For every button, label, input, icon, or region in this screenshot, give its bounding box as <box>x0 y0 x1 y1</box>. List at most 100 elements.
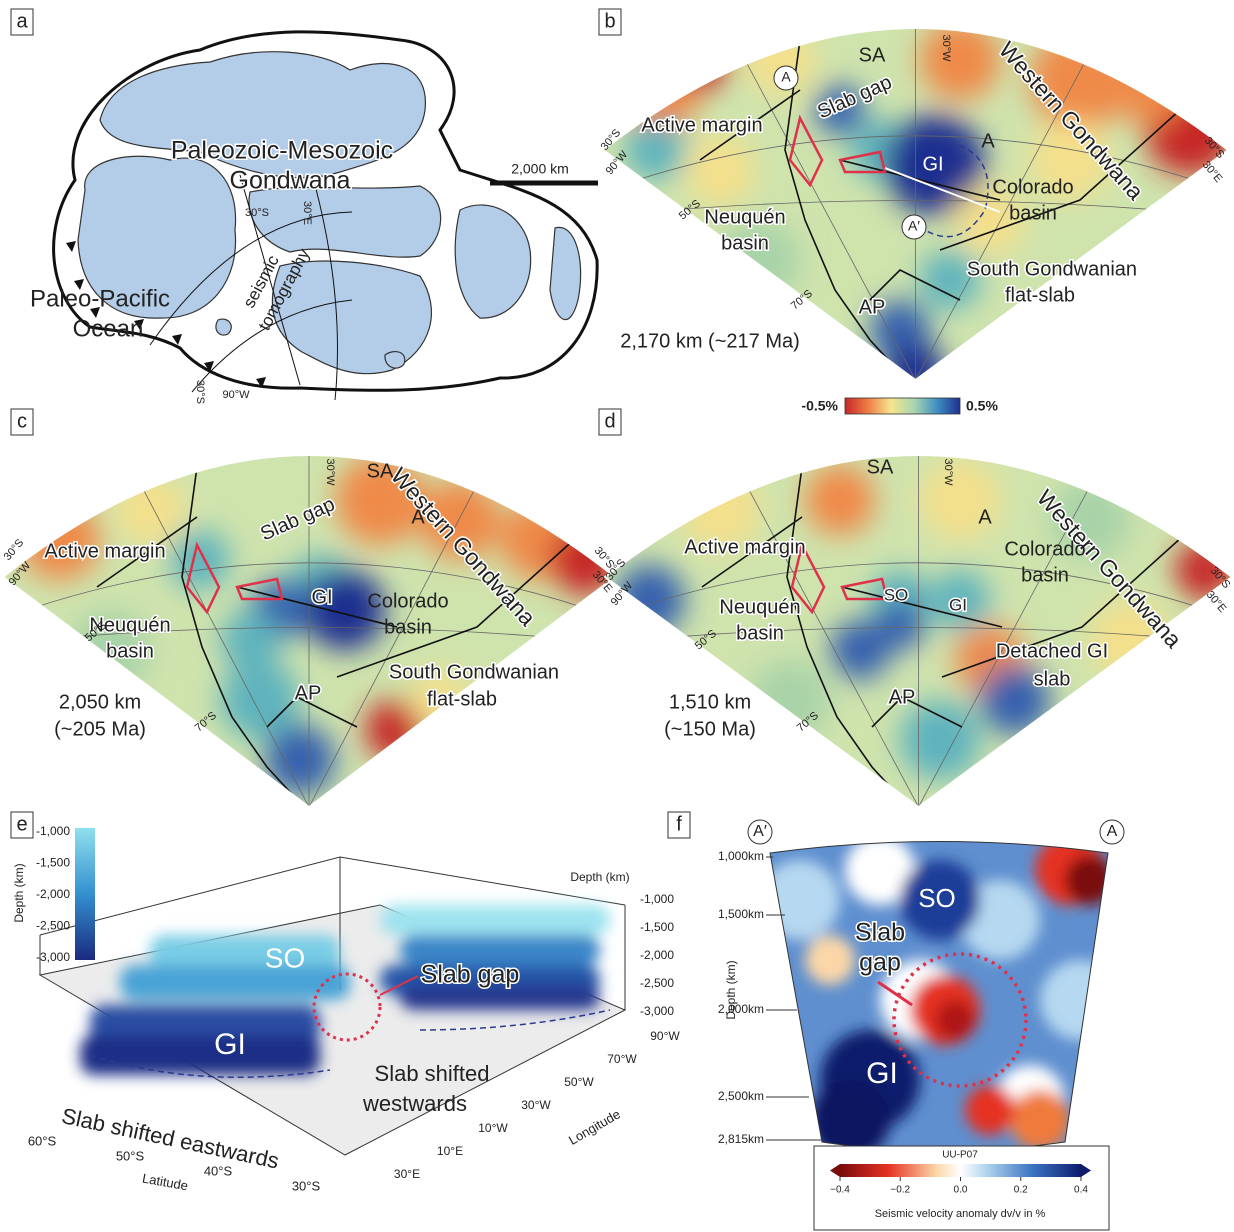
axis-tick: 50°W <box>564 1075 594 1089</box>
region-label: South Gondwanian <box>389 661 559 683</box>
colorbar-tick: 0.2 <box>1014 1185 1028 1196</box>
anomaly-blob <box>670 30 730 90</box>
section-end: A′ <box>753 823 767 840</box>
grid-label: 30°W <box>940 34 952 62</box>
region-label: SO <box>918 883 956 913</box>
anomaly-blob <box>265 725 335 795</box>
region-label: Active margin <box>641 114 762 136</box>
axis-tick: -1,000 <box>640 892 674 906</box>
slab-block <box>80 1035 320 1075</box>
annotation: Slab shifted <box>375 1061 490 1086</box>
slab-block <box>400 985 600 1010</box>
region-label: AP <box>295 682 322 704</box>
region-label: GI <box>311 586 332 608</box>
scale-label: 2,000 km <box>511 161 569 177</box>
panel-label: c <box>17 410 27 432</box>
anomaly-blob <box>805 465 875 535</box>
colorbar-tick: 0.4 <box>1074 1185 1088 1196</box>
panel-label: a <box>16 10 28 32</box>
anomaly-blob <box>170 530 230 590</box>
depth-label: 1,510 km <box>669 691 751 713</box>
colorbar-tick: -1,000 <box>36 824 70 838</box>
region-label: SA <box>859 44 886 66</box>
colorbar-title: UU-P07 <box>942 1150 978 1161</box>
landmass <box>249 186 441 257</box>
slab-block <box>150 935 340 970</box>
axis-tick: 40°S <box>204 1163 233 1178</box>
annotation: westwards <box>362 1091 467 1116</box>
panel-label: f <box>676 813 682 835</box>
grid-label: 30°E <box>1204 589 1229 615</box>
anomaly-blob <box>900 700 980 780</box>
region-label: Active margin <box>684 536 805 558</box>
region-label: basin <box>736 622 784 644</box>
colorbar <box>845 398 960 414</box>
region-label: GI <box>866 1057 898 1090</box>
grid-label: 90°W <box>222 389 250 401</box>
region-label: gap <box>859 949 901 977</box>
axis-tick: 50°S <box>116 1148 145 1163</box>
anomaly-blob <box>885 342 945 402</box>
page: html,body{margin:0;padding:0;background:… <box>0 0 1234 1232</box>
axis-tick: -2,000 <box>640 948 674 962</box>
ocean-label: Paleo-Pacific <box>30 285 170 312</box>
region-label: slab <box>1034 668 1071 690</box>
colorbar-label: Seismic velocity anomaly dv/v in % <box>875 1208 1046 1220</box>
grid-label: 30°S <box>194 380 206 404</box>
axis-tick: 2,500km <box>718 1089 764 1103</box>
region-label: basin <box>106 640 154 662</box>
landmass <box>216 319 231 335</box>
axis-tick: 90°W <box>650 1029 680 1043</box>
region-label: GI <box>949 595 967 614</box>
region-label: AP <box>859 296 886 318</box>
region-label: A <box>411 506 425 528</box>
region-label: South Gondwanian <box>967 258 1137 280</box>
depth-label: 2,050 km <box>59 691 141 713</box>
anomaly-blob <box>920 20 1000 100</box>
panel-label: e <box>16 813 27 835</box>
region-label: basin <box>1021 564 1069 586</box>
depth-label: (~150 Ma) <box>664 718 756 740</box>
axis-tick: 70°W <box>607 1052 637 1066</box>
anomaly-blob <box>115 475 185 545</box>
region-label: Gondwana <box>230 167 351 195</box>
region-label: SO <box>884 585 909 604</box>
section-end: A <box>781 69 791 85</box>
region-label: Neuquén <box>704 206 785 228</box>
region-label: Slab gap <box>421 961 520 989</box>
colorbar-label: 0.5% <box>966 398 998 414</box>
axis-title: Longitude <box>566 1106 623 1148</box>
region-label: AP <box>889 686 916 708</box>
anomaly-blob <box>615 565 685 635</box>
region-label: Colorado <box>992 176 1073 198</box>
depth-label: 2,170 km (~217 Ma) <box>620 330 800 352</box>
axis-title: Depth (km) <box>724 960 738 1019</box>
colorbar-tick: −0.2 <box>890 1185 910 1196</box>
region-label: basin <box>721 232 769 254</box>
colorbar-tick: −0.4 <box>830 1185 850 1196</box>
region-label: Slab <box>855 919 905 947</box>
section-end: A′ <box>908 218 920 234</box>
axis-tick: 10°W <box>478 1121 508 1135</box>
page-body: {"panel_a":{"label":"a","gondwana":["Pal… <box>0 0 1234 1232</box>
anomaly-blob <box>1040 960 1120 1040</box>
grid-label: 30°W <box>942 458 954 486</box>
colorbar <box>840 1164 1081 1177</box>
grid-label: 30°E <box>1200 159 1225 185</box>
axis-tick: -1,500 <box>640 920 674 934</box>
grid-label: 30°S <box>245 207 269 219</box>
region-label: SO <box>265 942 305 973</box>
region-label: Paleozoic-Mesozoic <box>171 137 393 165</box>
landmass <box>385 352 405 369</box>
axis-tick: -3,000 <box>640 1004 674 1018</box>
anomaly-blob <box>760 860 840 940</box>
grid-label: 30°W <box>324 458 336 486</box>
region-label: flat-slab <box>1005 284 1075 306</box>
anomaly-blob <box>830 620 890 680</box>
axis-tick: 30°S <box>292 1178 321 1193</box>
colorbar-tick: -2,500 <box>36 919 70 933</box>
region-label: basin <box>1009 202 1057 224</box>
panel-label: b <box>604 10 615 32</box>
colorbar-tick: -1,500 <box>36 856 70 870</box>
axis-title: Depth (km) <box>570 870 629 884</box>
